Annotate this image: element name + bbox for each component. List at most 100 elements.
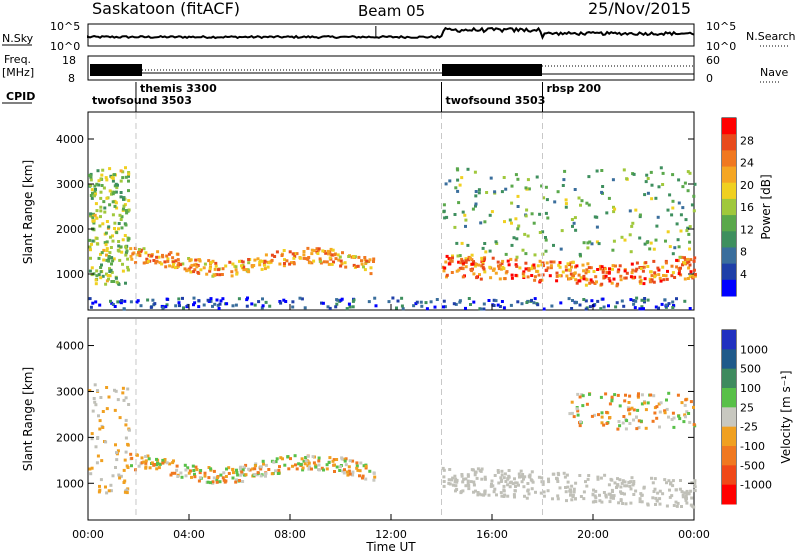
velocity-cell <box>146 454 150 458</box>
power-cell <box>693 272 697 276</box>
velocity-ground-cell <box>685 491 689 495</box>
power-noise-cell <box>245 298 249 302</box>
power-cell <box>291 252 295 256</box>
power-cell <box>127 208 131 212</box>
power-cell <box>671 252 675 256</box>
velocity-cell <box>231 467 235 471</box>
power-noise-cell <box>165 297 169 301</box>
power-cell <box>650 197 654 201</box>
power-cell <box>524 214 528 218</box>
power-cell <box>122 207 125 211</box>
power-cell <box>587 175 591 179</box>
power-cell <box>88 269 92 273</box>
power-cell <box>585 268 589 272</box>
power-cell <box>687 260 691 263</box>
velocity-y-axis-label: Slant Range [km] <box>21 367 35 471</box>
velocity-cell <box>140 461 144 465</box>
velocity-cell <box>362 464 366 468</box>
velocity-cell <box>632 418 635 422</box>
velocity-cell <box>301 468 305 472</box>
power-cell <box>654 196 658 200</box>
power-cell <box>577 273 581 277</box>
power-cell <box>352 255 356 259</box>
velocity-cell <box>355 461 359 465</box>
power-cell <box>580 199 584 203</box>
power-noise-cell <box>571 299 574 302</box>
power-cell <box>474 190 478 193</box>
power-cell <box>115 186 119 190</box>
velocity-ground-cell <box>514 481 518 485</box>
velocity-ground-cell <box>523 494 526 498</box>
velocity-cell <box>165 461 169 465</box>
velocity-cell <box>264 463 268 467</box>
power-cell <box>448 179 452 183</box>
power-cell <box>155 259 159 263</box>
velocity-cell <box>355 464 359 468</box>
velocity-cell <box>90 437 94 441</box>
power-cell <box>506 259 510 263</box>
velocity-cell <box>155 457 158 461</box>
velocity-ground-cell <box>493 487 497 491</box>
velocity-ground-cell <box>628 484 632 488</box>
power-noise-cell <box>533 297 537 301</box>
cpid-event-label: themis 3300 <box>140 82 217 95</box>
freq-unit: [MHz] <box>2 66 34 79</box>
power-cell <box>126 257 130 261</box>
power-cell <box>134 261 138 265</box>
power-noise-cell <box>502 306 506 310</box>
power-cell <box>93 194 96 198</box>
power-cell <box>318 259 322 263</box>
velocity-cell <box>351 470 355 474</box>
power-cell <box>194 262 198 266</box>
velocity-cell <box>304 459 308 463</box>
velocity-cell <box>88 467 92 471</box>
velocity-cell <box>599 395 603 399</box>
power-noise-cell <box>663 298 667 302</box>
power-cell <box>145 257 149 261</box>
power-cell <box>356 264 360 268</box>
velocity-ground-cell <box>668 488 671 492</box>
power-colorbar-segment <box>722 118 736 135</box>
velocity-ground-cell <box>652 490 656 493</box>
power-cell <box>89 174 93 178</box>
velocity-ground-cell <box>681 495 685 499</box>
velocity-cell <box>116 398 120 402</box>
velocity-cell <box>636 408 640 412</box>
power-cell <box>102 186 106 190</box>
velocity-cell <box>286 455 290 459</box>
power-cell <box>107 277 110 281</box>
velocity-ground-cell <box>461 480 465 484</box>
power-cell <box>605 271 609 274</box>
velocity-cell <box>125 488 129 492</box>
velocity-colorbar-tick: 1000 <box>740 343 768 356</box>
power-noise-cell <box>250 302 254 306</box>
velocity-ground-cell <box>556 494 560 498</box>
x-tick-label: 20:00 <box>577 528 609 541</box>
velocity-ground-cell <box>483 477 487 481</box>
power-noise-cell <box>442 299 446 303</box>
velocity-cell <box>304 456 308 459</box>
power-cell <box>89 248 92 252</box>
power-cell <box>502 267 506 271</box>
velocity-ground-cell <box>508 481 512 485</box>
velocity-ground-cell <box>542 494 546 498</box>
velocity-ground-cell <box>502 488 506 492</box>
power-cell <box>539 279 542 282</box>
velocity-cell <box>105 491 109 495</box>
velocity-ground-cell <box>476 493 480 497</box>
velocity-cell <box>579 420 582 424</box>
velocity-cell <box>172 459 175 463</box>
velocity-ground-cell <box>676 501 680 505</box>
velocity-cell <box>176 475 180 478</box>
velocity-ground-cell <box>602 491 606 494</box>
velocity-ground-cell <box>685 489 689 493</box>
power-cell <box>538 259 542 263</box>
velocity-ground-cell <box>646 503 650 507</box>
velocity-cell <box>207 476 211 480</box>
power-cell <box>91 239 95 243</box>
power-cell <box>677 245 681 249</box>
velocity-ground-cell <box>611 490 614 493</box>
velocity-cell <box>91 409 95 413</box>
power-cell <box>536 264 540 268</box>
power-cell <box>103 206 107 210</box>
